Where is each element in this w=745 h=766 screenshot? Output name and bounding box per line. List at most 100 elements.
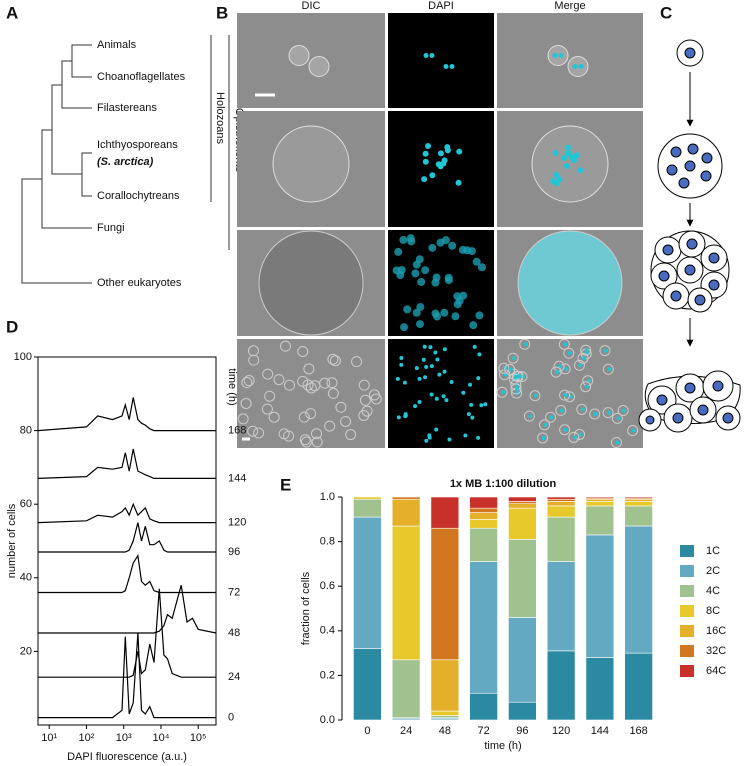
micrograph (388, 13, 494, 108)
nucleus (441, 394, 446, 399)
x-tick-label: 144 (591, 725, 609, 737)
taxon: Fungi (97, 222, 125, 234)
nucleus (476, 376, 481, 381)
cell (340, 415, 352, 427)
y-tick-label: 0.0 (320, 714, 335, 726)
cell (555, 404, 567, 416)
cell (243, 375, 255, 387)
y-tick-label: 0.4 (320, 625, 335, 637)
cell (589, 408, 601, 420)
bar-segment (508, 503, 537, 509)
released-cells (638, 370, 741, 433)
nucleus (572, 64, 578, 69)
cell (517, 230, 623, 336)
bar-segment (353, 516, 382, 649)
nucleus (412, 260, 421, 269)
bar-segment (546, 501, 576, 507)
bar-segment (391, 525, 421, 661)
cell (299, 434, 311, 446)
nucleus (571, 157, 578, 164)
x-tick-label: 168 (629, 725, 647, 737)
bar-segment (430, 659, 460, 712)
bar-segment (585, 534, 615, 658)
nucleus (512, 356, 517, 361)
nucleus (400, 323, 409, 332)
x-tick-label: 0 (364, 725, 370, 737)
panel-label: D (6, 317, 18, 336)
column-header: DAPI (428, 0, 454, 12)
cell (573, 359, 585, 371)
bar-segment (585, 505, 615, 536)
y-axis-label: number of cells (6, 503, 18, 578)
branch (41, 129, 92, 229)
branch (81, 152, 92, 197)
nucleus (558, 364, 563, 369)
cell (262, 368, 274, 380)
nucleus (423, 375, 428, 380)
nucleus (447, 437, 452, 442)
cell (498, 362, 510, 374)
taxon: Choanoflagellates (97, 71, 186, 83)
column-header: Merge (554, 0, 585, 12)
nucleus (399, 362, 404, 367)
bar-segment (546, 516, 576, 562)
nucleus (421, 266, 430, 275)
nucleus (523, 342, 528, 347)
cell (241, 377, 253, 389)
bar-segment (391, 498, 421, 527)
nucleus (440, 160, 447, 167)
series-label: 168 (228, 425, 246, 437)
x-tick-label: 48 (439, 725, 451, 737)
bar-segment (624, 498, 653, 502)
nucleus (469, 321, 478, 330)
clade-label: Holozoans (214, 92, 226, 144)
cell (568, 431, 580, 443)
nucleus (472, 344, 477, 349)
cell (529, 390, 541, 402)
nucleus (422, 344, 427, 349)
bar-segment (469, 527, 498, 562)
x-tick-label: 96 (516, 725, 528, 737)
bar-segment (546, 498, 576, 502)
legend-label: 64C (706, 665, 726, 677)
nucleus (449, 64, 455, 69)
nucleus (433, 350, 438, 355)
cell (327, 353, 339, 365)
bar-segment (508, 539, 537, 618)
nucleus (434, 396, 439, 401)
x-tick-label: 10⁴ (152, 732, 169, 744)
cell (297, 375, 309, 387)
cell (253, 427, 265, 439)
cell (264, 390, 276, 402)
bar-segment (585, 496, 615, 499)
cell (580, 381, 592, 393)
legend-swatch (680, 585, 694, 597)
bar-segment (508, 496, 537, 502)
cell (511, 370, 523, 382)
cell (553, 360, 565, 372)
cell (329, 355, 341, 367)
density-curve (38, 554, 216, 594)
bar-segment (430, 715, 460, 719)
nucleus (555, 370, 560, 375)
nucleus (428, 345, 433, 350)
cell (303, 363, 315, 375)
nucleus (433, 312, 442, 321)
bar-segment (391, 496, 421, 500)
bar-segment (546, 496, 576, 500)
cell (567, 56, 589, 77)
taxon: Ichthyosporeans (97, 139, 178, 151)
nucleus (516, 374, 521, 379)
legend-swatch (680, 545, 694, 557)
nucleus (515, 386, 520, 391)
nucleus (403, 305, 412, 314)
cell (537, 432, 549, 444)
nucleus (435, 161, 442, 168)
nucleus (423, 53, 429, 58)
micrographs (237, 13, 643, 448)
nucleus (508, 367, 513, 372)
bar-segment (430, 527, 460, 661)
nucleus (565, 150, 572, 157)
plot-frame (37, 356, 217, 726)
nucleus (444, 398, 449, 403)
